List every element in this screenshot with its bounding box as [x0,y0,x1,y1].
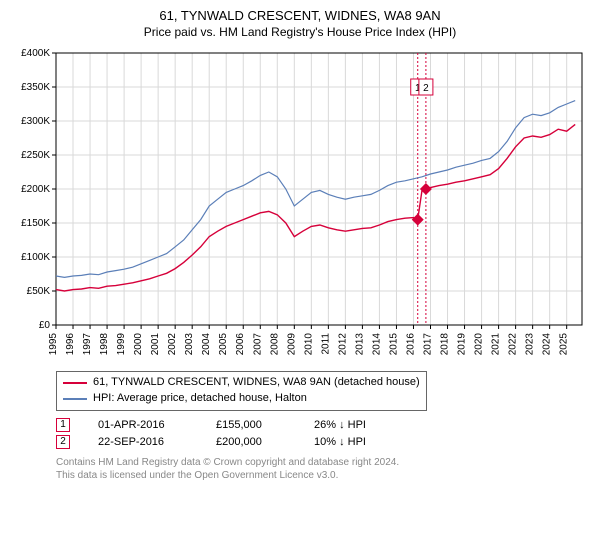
sale-date: 01-APR-2016 [98,419,188,431]
chart-area: £0 £50K £100K £150K £200K £250K £300K £350K £400… [10,45,590,365]
sale-row: 2 22-SEP-2016 £200,000 10% ↓ HPI [56,435,590,449]
svg-text:2009: 2009 [286,333,297,356]
chart-title: 61, TYNWALD CRESCENT, WIDNES, WA8 9AN [10,8,590,23]
svg-text:2008: 2008 [269,333,280,356]
svg-text:1997: 1997 [82,333,93,356]
legend-swatch [63,382,87,384]
svg-text:2002: 2002 [167,333,178,356]
svg-text:2019: 2019 [457,333,468,356]
svg-text:2013: 2013 [354,333,365,356]
svg-text:2007: 2007 [252,333,263,356]
svg-text:1995: 1995 [48,333,59,356]
svg-text:2022: 2022 [508,333,519,356]
legend-row: 61, TYNWALD CRESCENT, WIDNES, WA8 9AN (d… [63,375,420,391]
svg-text:2003: 2003 [184,333,195,356]
svg-text:2012: 2012 [337,333,348,356]
svg-text:2024: 2024 [542,333,553,356]
svg-text:2001: 2001 [150,333,161,356]
legend-box: 61, TYNWALD CRESCENT, WIDNES, WA8 9AN (d… [56,371,427,411]
svg-text:2018: 2018 [440,333,451,356]
sale-price: £200,000 [216,436,286,448]
legend-label: HPI: Average price, detached house, Halt… [93,391,307,407]
svg-text:£250K: £250K [21,150,50,161]
svg-text:2004: 2004 [201,333,212,356]
chart-container: 61, TYNWALD CRESCENT, WIDNES, WA8 9AN Pr… [0,0,600,560]
footnote-line2: This data is licensed under the Open Gov… [56,469,590,482]
svg-text:1996: 1996 [65,333,76,356]
legend-row: HPI: Average price, detached house, Halt… [63,391,420,407]
line-chart: £0 £50K £100K £150K £200K £250K £300K £350K £400… [10,45,590,365]
svg-text:£300K: £300K [21,116,50,127]
svg-text:2025: 2025 [559,333,570,356]
svg-text:2017: 2017 [422,333,433,356]
chart-subtitle: Price paid vs. HM Land Registry's House … [10,25,590,39]
svg-text:2010: 2010 [303,333,314,356]
svg-text:£50K: £50K [27,286,51,297]
sales-table: 1 01-APR-2016 £155,000 26% ↓ HPI 2 22-SEP-201… [56,415,590,452]
sale-delta: 26% ↓ HPI [314,419,366,431]
sale-price: £155,000 [216,419,286,431]
svg-text:2000: 2000 [133,333,144,356]
svg-text:£0: £0 [39,320,51,331]
svg-text:£150K: £150K [21,218,50,229]
svg-text:1998: 1998 [99,333,110,356]
svg-text:2014: 2014 [371,333,382,356]
sale-delta: 10% ↓ HPI [314,436,366,448]
svg-text:2016: 2016 [405,333,416,356]
svg-text:£350K: £350K [21,82,50,93]
svg-text:2020: 2020 [474,333,485,356]
svg-text:1999: 1999 [116,333,127,356]
footnote-line1: Contains HM Land Registry data © Crown c… [56,456,590,469]
svg-text:2: 2 [423,83,429,94]
svg-text:2006: 2006 [235,333,246,356]
sale-date: 22-SEP-2016 [98,436,188,448]
svg-text:£400K: £400K [21,48,50,59]
svg-text:£100K: £100K [21,252,50,263]
svg-text:2023: 2023 [525,333,536,356]
svg-text:2015: 2015 [388,333,399,356]
legend-swatch [63,398,87,400]
sale-row: 1 01-APR-2016 £155,000 26% ↓ HPI [56,418,590,432]
legend-label: 61, TYNWALD CRESCENT, WIDNES, WA8 9AN (d… [93,375,420,391]
sale-index-badge: 1 [56,418,70,432]
svg-text:£200K: £200K [21,184,50,195]
footnote: Contains HM Land Registry data © Crown c… [56,456,590,482]
svg-text:2011: 2011 [320,333,331,355]
svg-text:2021: 2021 [491,333,502,356]
sale-index-badge: 2 [56,435,70,449]
svg-text:2005: 2005 [218,333,229,356]
